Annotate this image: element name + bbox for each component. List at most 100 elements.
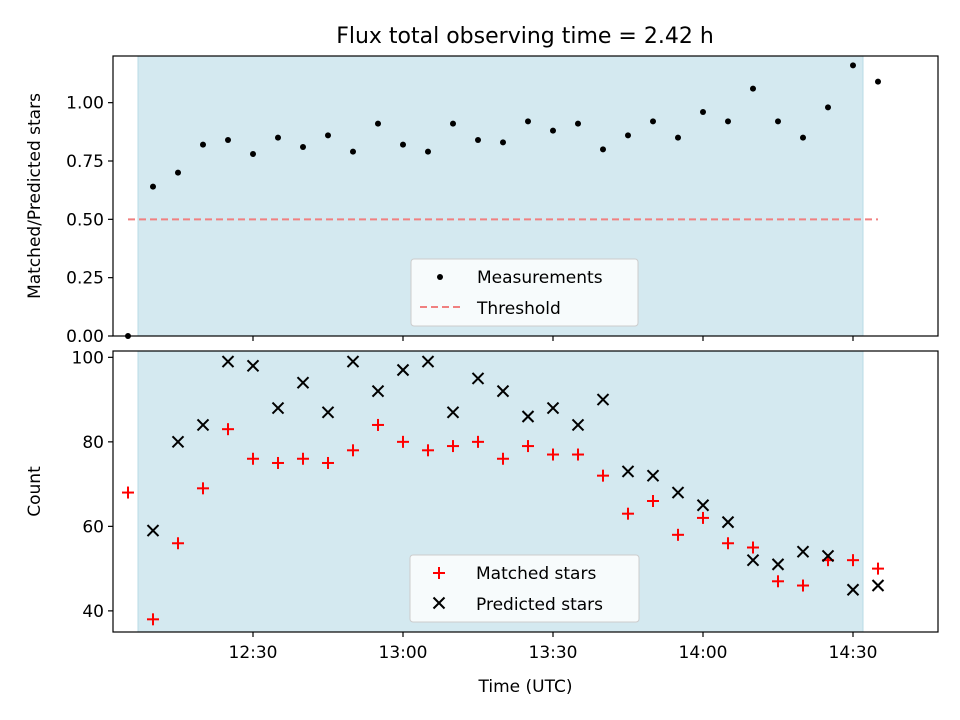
measurement-point <box>825 104 831 111</box>
count-panel-frame <box>112 350 939 633</box>
legend-x-glyph <box>432 596 446 610</box>
x-tick-label: 13:30 <box>529 643 578 663</box>
predicted-star-point <box>721 515 735 529</box>
matched-star-point <box>247 452 259 465</box>
measurement-point <box>750 85 756 92</box>
matched-stars-legend-label: Matched stars <box>476 564 596 584</box>
predicted-star-point <box>671 486 685 499</box>
measurement-point <box>600 146 606 153</box>
x-stroke-b <box>496 384 510 398</box>
x-stroke-b <box>621 465 635 478</box>
y-tick-label: 0.00 <box>66 327 104 347</box>
predicted-star-point <box>571 418 585 432</box>
predicted-star-point <box>171 435 185 449</box>
x-stroke-b <box>721 515 735 529</box>
matched-star-point <box>697 511 709 524</box>
matched-star-point <box>847 554 859 567</box>
matched-star-point <box>722 537 734 550</box>
measurement-point <box>500 139 506 146</box>
x-stroke-b <box>246 359 260 372</box>
x-stroke-b <box>821 549 835 563</box>
x-stroke-b <box>271 401 285 415</box>
predicted-star-point <box>271 401 285 415</box>
measurement-point <box>700 109 706 115</box>
predicted-star-point <box>196 418 210 432</box>
measurement-point <box>850 62 856 69</box>
predicted-star-point <box>621 465 635 478</box>
x-stroke-b <box>796 545 810 558</box>
y-tick-label: 0.50 <box>66 210 104 230</box>
x-stroke-b <box>196 418 210 432</box>
matched-star-point <box>197 482 209 495</box>
y-tick-label: 0.75 <box>66 152 104 172</box>
measurement-point <box>250 151 256 157</box>
measurement-point <box>625 132 631 139</box>
predicted-star-point <box>521 410 535 423</box>
count-x-ticks: 12:30 13:00 13:30 14:00 14:30 <box>229 632 878 663</box>
x-tick-label: 14:30 <box>829 643 878 663</box>
predicted-star-point <box>646 469 660 482</box>
measurement-point <box>150 183 156 190</box>
x-stroke-b <box>396 363 410 377</box>
matched-star-point <box>797 579 809 592</box>
x-tick-label: 12:30 <box>229 643 278 663</box>
matched-star-point <box>747 541 759 554</box>
x-tick-label: 13:00 <box>379 643 428 663</box>
x-stroke-b <box>696 499 710 512</box>
matched-star-point <box>172 537 184 550</box>
measurement-point <box>175 169 181 176</box>
predicted-star-point <box>296 376 310 389</box>
x-stroke-b <box>571 418 585 432</box>
measurement-point <box>375 120 381 127</box>
predicted-star-point <box>396 363 410 377</box>
predicted-star-point <box>221 355 235 368</box>
ratio-legend: Measurements Threshold <box>410 258 639 327</box>
measurements-legend-label: Measurements <box>477 268 603 288</box>
y-tick-label: 60 <box>82 517 104 537</box>
matched-star-point <box>422 444 434 457</box>
predicted-star-point <box>471 372 485 385</box>
y-tick-label: 1.00 <box>66 94 104 114</box>
x-stroke-b <box>446 406 460 419</box>
predicted-star-point <box>421 355 435 368</box>
x-stroke-b <box>471 372 485 385</box>
predicted-star-point <box>796 545 810 558</box>
x-stroke-b <box>371 384 385 398</box>
measurement-point <box>350 148 356 155</box>
measurement-point <box>875 78 881 85</box>
measurement-point <box>275 134 281 141</box>
y-tick-label: 100 <box>72 348 104 368</box>
measurement-point <box>550 127 556 134</box>
matched-star-point <box>347 444 359 457</box>
predicted-star-point <box>496 384 510 398</box>
x-stroke-b <box>421 355 435 368</box>
predicted-star-point <box>821 549 835 563</box>
measurement-point <box>475 137 481 143</box>
y-tick-label: 0.25 <box>66 269 104 289</box>
matched-stars-legend-marker <box>433 567 445 579</box>
measurement-point <box>450 120 456 127</box>
matched-star-point <box>272 456 284 469</box>
measurement-point <box>525 118 531 125</box>
x-tick-label: 14:00 <box>679 643 728 663</box>
measurement-point <box>400 141 406 148</box>
predicted-star-point <box>246 359 260 372</box>
measurement-point <box>300 144 306 150</box>
threshold-legend-label: Threshold <box>476 299 561 319</box>
matched-star-point <box>322 456 334 469</box>
measurement-point <box>200 141 206 148</box>
x-stroke-b <box>546 401 560 415</box>
predicted-star-point <box>446 406 460 419</box>
measurement-point <box>775 118 781 125</box>
x-stroke-b <box>171 435 185 449</box>
matched-star-point <box>547 448 559 461</box>
x-stroke-b <box>221 355 235 368</box>
measurement-point <box>325 132 331 139</box>
x-stroke-b <box>746 553 760 567</box>
predicted-star-point <box>321 406 335 419</box>
x-stroke-b <box>846 583 860 596</box>
y-tick-label: 80 <box>82 433 104 453</box>
x-axis-label: Time (UTC) <box>478 677 573 697</box>
matched-star-point <box>222 423 234 436</box>
